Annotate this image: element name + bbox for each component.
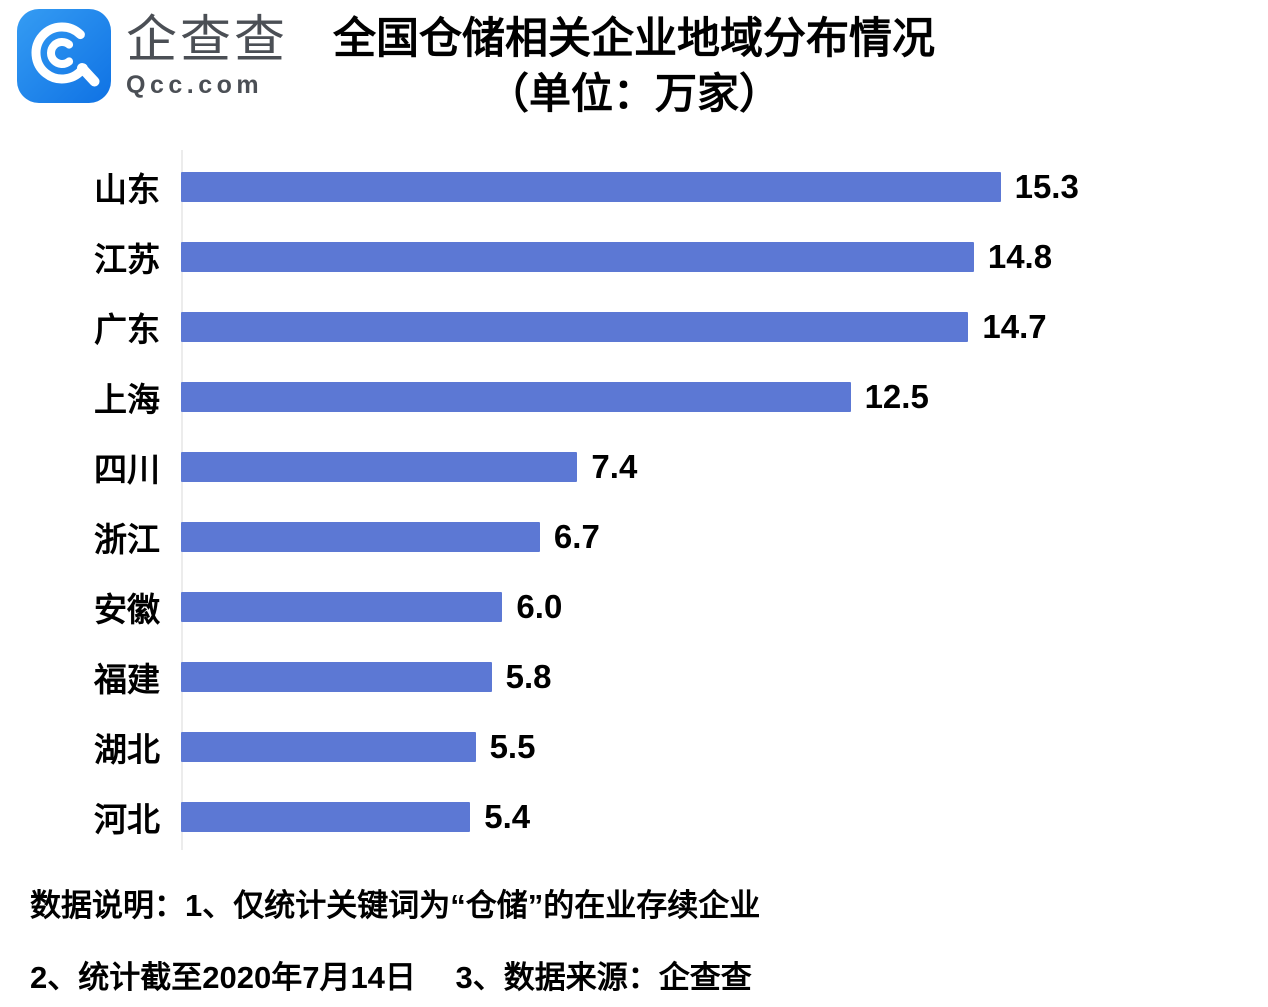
bar-track: 12.5 (181, 362, 1268, 432)
bar (181, 732, 476, 762)
category-label: 江苏 (94, 241, 160, 278)
category-label: 浙江 (94, 521, 160, 558)
bar (181, 452, 578, 482)
bar-row: 安徽 6.0 (0, 572, 1268, 642)
bar-track: 5.8 (181, 642, 1268, 712)
value-label: 6.7 (553, 518, 600, 555)
category-label: 河北 (94, 801, 160, 838)
bar (181, 382, 851, 412)
footnotes: 数据说明：1、仅统计关键词为“仓储”的在业存续企业 2、统计截至2020年7月1… (30, 880, 1268, 997)
bar-chart: 山东 15.3 江苏 14.8 广东 14.7 上海 (0, 150, 1268, 852)
category-label: 广东 (94, 311, 160, 348)
bar-track: 5.5 (181, 712, 1268, 782)
category-label: 安徽 (94, 591, 160, 628)
bar-row: 广东 14.7 (0, 292, 1268, 362)
header: 企查查 Qcc.com 全国仓储相关企业地域分布情况 （单位：万家） (0, 0, 1268, 148)
bar-track: 6.7 (181, 502, 1268, 572)
bar-row: 河北 5.4 (0, 782, 1268, 852)
category-label: 山东 (94, 171, 160, 208)
bar (181, 662, 492, 692)
brand-text: 企查查 Qcc.com (126, 8, 288, 100)
chart-title-block: 全国仓储相关企业地域分布情况 （单位：万家） (0, 0, 1268, 121)
bar-row: 福建 5.8 (0, 642, 1268, 712)
y-axis-line (181, 150, 183, 850)
value-label: 15.3 (1014, 168, 1079, 205)
bar-track: 14.7 (181, 292, 1268, 362)
value-label: 5.4 (484, 798, 531, 835)
category-label: 福建 (94, 661, 160, 698)
bar-row: 四川 7.4 (0, 432, 1268, 502)
bar (181, 172, 1001, 202)
bar-row: 上海 12.5 (0, 362, 1268, 432)
bar-row: 山东 15.3 (0, 152, 1268, 222)
bar-row: 湖北 5.5 (0, 712, 1268, 782)
brand-domain: Qcc.com (126, 71, 264, 100)
value-label: 14.7 (982, 308, 1047, 345)
bar (181, 312, 969, 342)
qcc-logo: 企查查 Qcc.com (16, 8, 288, 104)
footnote-line-1: 数据说明：1、仅统计关键词为“仓储”的在业存续企业 (30, 888, 761, 923)
value-label: 6.0 (516, 588, 563, 625)
category-label: 湖北 (94, 731, 160, 768)
value-label: 12.5 (864, 378, 929, 415)
bar-track: 6.0 (181, 572, 1268, 642)
bar-track: 15.3 (181, 152, 1268, 222)
chart-subtitle: （单位：万家） (486, 70, 781, 118)
bar-row: 浙江 6.7 (0, 502, 1268, 572)
bar-track: 7.4 (181, 432, 1268, 502)
footnote-line-2: 2、统计截至2020年7月14日 3、数据来源：企查查 (30, 960, 752, 995)
bar-track: 14.8 (181, 222, 1268, 292)
bar (181, 242, 974, 272)
brand-name: 企查查 (126, 11, 289, 68)
value-label: 5.8 (505, 658, 552, 695)
bar-track: 5.4 (181, 782, 1268, 852)
qcc-magnifier-icon (17, 9, 111, 103)
chart-title: 全国仓储相关企业地域分布情况 (333, 15, 935, 63)
value-label: 14.8 (987, 238, 1053, 275)
value-label: 7.4 (591, 448, 638, 485)
bar (181, 802, 471, 832)
category-label: 四川 (94, 451, 160, 488)
bar (181, 522, 540, 552)
bar (181, 592, 503, 622)
value-label: 5.5 (489, 728, 536, 765)
category-label: 上海 (94, 381, 160, 418)
bar-row: 江苏 14.8 (0, 222, 1268, 292)
